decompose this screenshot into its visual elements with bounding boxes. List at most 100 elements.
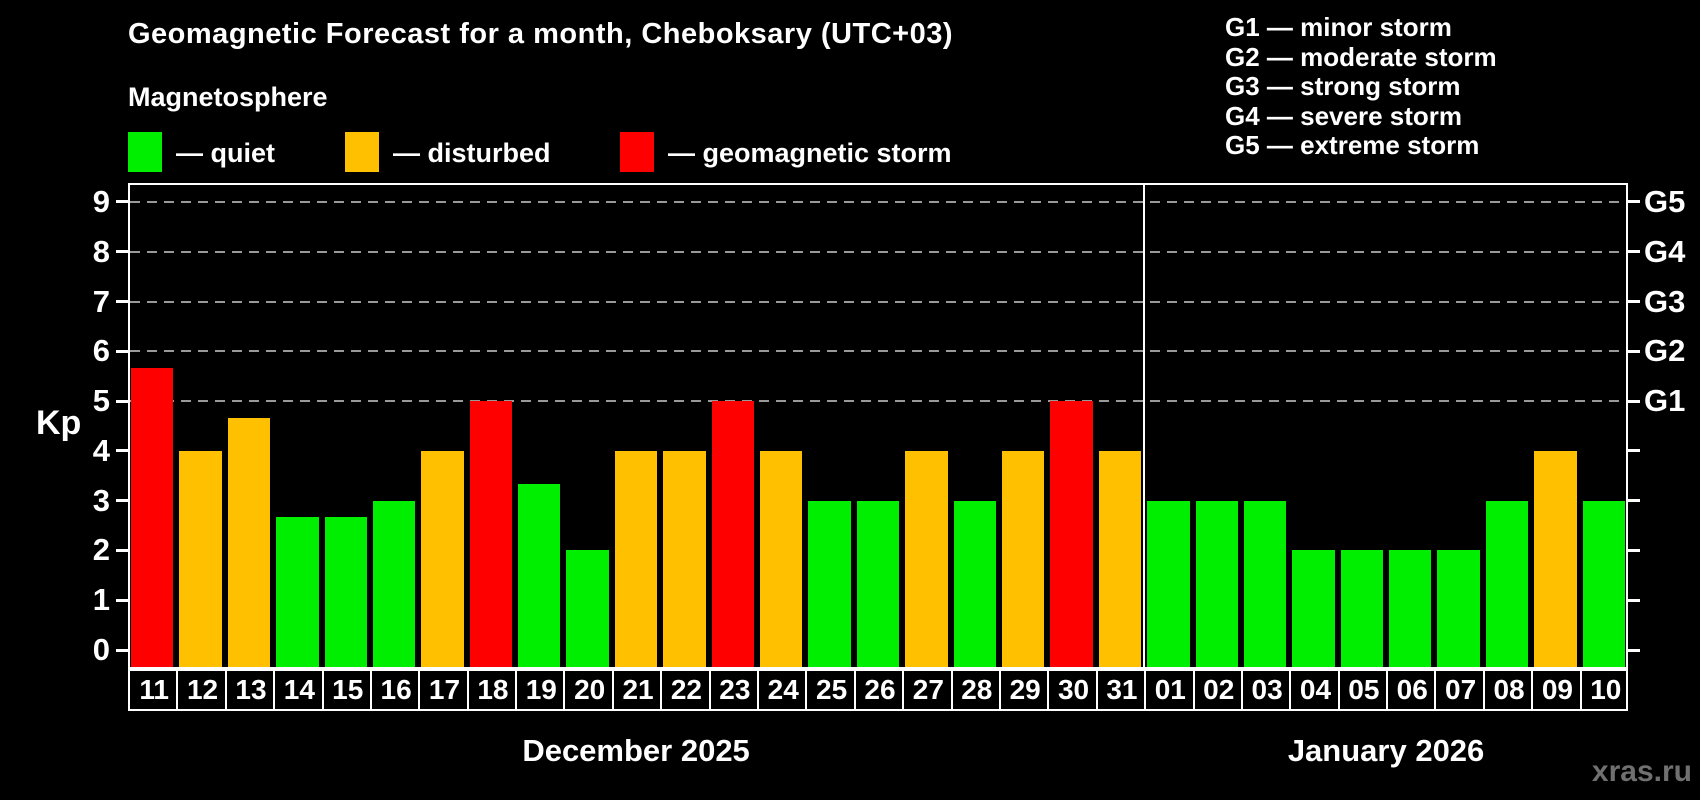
day-label: 25: [805, 671, 855, 709]
kp-bar: [1098, 450, 1142, 667]
kp-bar: [1001, 450, 1045, 667]
day-label: 10: [1579, 671, 1630, 709]
day-label: 06: [1386, 671, 1436, 709]
day-label: 07: [1434, 671, 1484, 709]
y-tick-mark: [116, 499, 128, 503]
gridline-7: [130, 300, 1626, 303]
kp-bar: [1485, 500, 1529, 667]
gridline-8: [130, 250, 1626, 253]
g-tick-label-g3: G3: [1644, 283, 1686, 319]
kp-bar: [1582, 500, 1625, 667]
g-scale-legend: G1 — minor storm G2 — moderate storm G3 …: [1225, 12, 1497, 161]
g-tick-mark: [1628, 399, 1640, 403]
g1-legend-line: G1 — minor storm: [1225, 12, 1452, 42]
kp-bar: [1147, 500, 1190, 667]
y-tick-mark: [116, 399, 128, 403]
y-tick-label: 9: [92, 183, 110, 219]
g-tick-mark: [1628, 648, 1640, 652]
y-tick-label: 2: [92, 532, 110, 568]
day-label: 29: [998, 671, 1049, 709]
page-title: Geomagnetic Forecast for a month, Chebok…: [128, 18, 953, 50]
day-label: 01: [1144, 671, 1194, 709]
y-tick-label: 5: [92, 383, 110, 419]
day-label: 05: [1337, 671, 1388, 709]
kp-bar: [131, 367, 174, 667]
day-label: 09: [1531, 671, 1581, 709]
g-tick-label-g4: G4: [1644, 233, 1686, 269]
g-tick-mark: [1628, 200, 1640, 204]
magnetosphere-label: Magnetosphere: [128, 82, 328, 112]
y-tick-label: 3: [92, 482, 110, 518]
gridline-9: [130, 200, 1626, 203]
g4-legend-line: G4 — severe storm: [1225, 100, 1463, 131]
day-label: 16: [369, 671, 420, 709]
storm-legend-label: — geomagnetic storm: [668, 138, 952, 168]
day-label: 08: [1482, 671, 1533, 709]
y-tick-mark: [116, 349, 128, 353]
kp-bar: [469, 401, 513, 667]
kp-bar: [614, 450, 658, 667]
kp-bar: [1195, 500, 1238, 667]
day-label: 19: [515, 671, 565, 709]
month-label-january: January 2026: [1287, 733, 1485, 768]
g-tick-mark: [1628, 300, 1640, 304]
kp-bar: [663, 450, 706, 667]
day-label: 22: [660, 671, 710, 709]
kp-bar: [566, 550, 609, 667]
g-tick-label-g1: G1: [1644, 383, 1686, 419]
quiet-legend-label: — quiet: [176, 138, 275, 168]
kp-bar: [1340, 550, 1384, 667]
day-label: 31: [1095, 671, 1146, 709]
day-label: 24: [757, 671, 807, 709]
kp-bar: [1050, 401, 1093, 667]
kp-bar: [953, 500, 996, 667]
watermark: xras.ru: [1591, 755, 1692, 788]
kp-bar: [179, 450, 222, 667]
day-label: 02: [1192, 671, 1243, 709]
kp-bar: [1534, 450, 1577, 667]
day-label: 21: [611, 671, 662, 709]
quiet-legend-swatch: [128, 132, 162, 172]
kp-bar: [227, 417, 271, 667]
kp-bar: [276, 517, 319, 667]
kp-bar: [1292, 550, 1335, 667]
day-label: 30: [1047, 671, 1097, 709]
g-tick-mark: [1628, 250, 1640, 254]
y-tick-label: 1: [92, 582, 110, 618]
plot-area: [128, 183, 1628, 669]
kp-bar: [324, 517, 367, 667]
kp-bar: [1243, 500, 1287, 667]
kp-bar: [1389, 550, 1432, 667]
g-tick-mark: [1628, 499, 1640, 503]
y-tick-mark: [116, 598, 128, 602]
y-tick-label: 7: [92, 283, 110, 319]
g-tick-mark: [1628, 449, 1640, 453]
day-labels-row: 11 12 13 14 15 16 17 18 19 20 21 22 23 24 25 26 27 28 29 30…: [128, 669, 1628, 711]
day-label: 11: [139, 674, 169, 705]
day-label: 18: [466, 671, 517, 709]
y-tick-mark: [116, 449, 128, 453]
g-tick-label-g2: G2: [1644, 333, 1686, 369]
g-tick-mark: [1628, 548, 1640, 552]
kp-bar: [372, 500, 416, 667]
day-label: 27: [902, 671, 952, 709]
day-label: 13: [224, 671, 275, 709]
kp-bar: [711, 401, 755, 667]
g3-legend-line: G3 — strong storm: [1225, 71, 1461, 102]
day-label: 20: [563, 671, 613, 709]
g-tick-label-g5: G5: [1644, 183, 1686, 219]
kp-bar: [808, 500, 851, 667]
y-tick-label: 8: [92, 233, 110, 269]
day-label: 17: [418, 671, 468, 709]
kp-bar: [760, 450, 803, 667]
month-separator-line: [1143, 185, 1146, 667]
kp-bar: [856, 500, 900, 667]
y-tick-mark: [116, 648, 128, 652]
g2-legend-line: G2 — moderate storm: [1225, 41, 1497, 72]
day-label: 15: [321, 671, 372, 709]
kp-bar: [518, 484, 561, 667]
day-label: 26: [853, 671, 904, 709]
y-tick-label: 4: [92, 432, 110, 468]
storm-legend-swatch: [620, 132, 654, 172]
y-tick-label: 6: [92, 333, 110, 369]
